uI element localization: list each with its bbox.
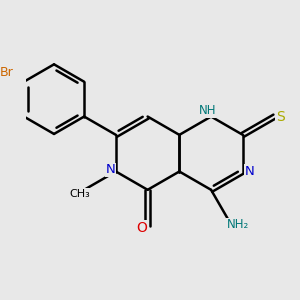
Text: CH₃: CH₃ bbox=[69, 189, 90, 199]
Text: Br: Br bbox=[0, 66, 14, 79]
Text: N: N bbox=[245, 165, 255, 178]
Text: N: N bbox=[105, 164, 115, 176]
Text: NH₂: NH₂ bbox=[227, 218, 249, 231]
Text: S: S bbox=[276, 110, 285, 124]
Text: O: O bbox=[136, 221, 147, 235]
Text: NH: NH bbox=[199, 104, 217, 117]
